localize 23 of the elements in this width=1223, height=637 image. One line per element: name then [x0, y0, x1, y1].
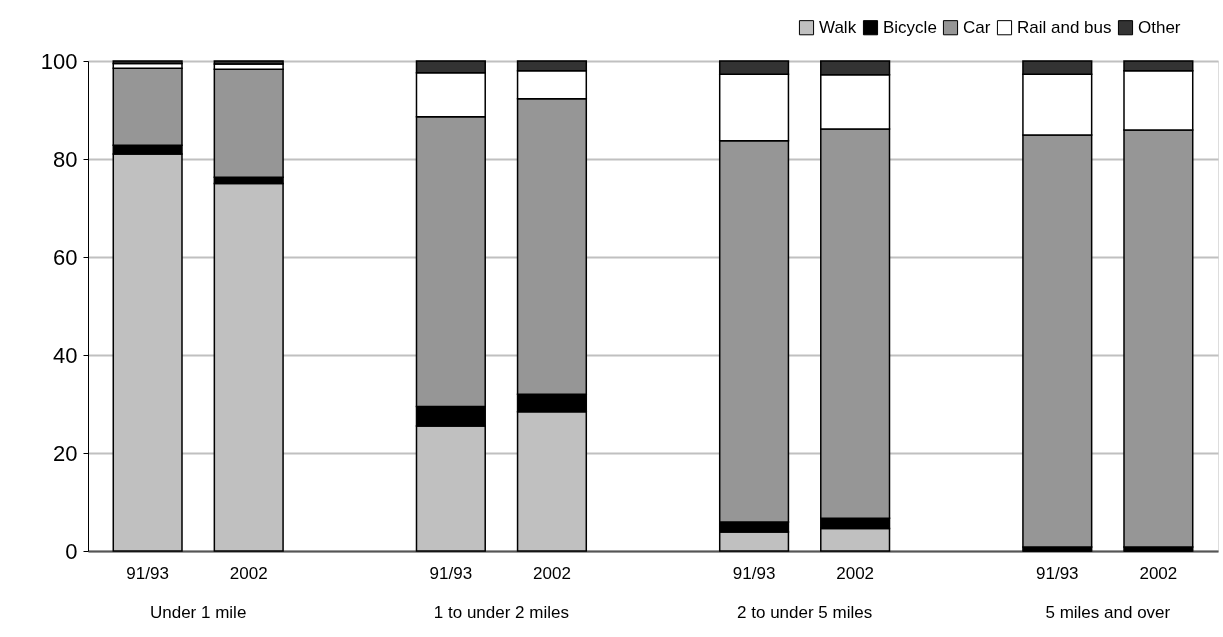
legend-label: Other	[1138, 17, 1181, 37]
text: Under 1 mile	[149, 603, 247, 622]
legend-label: Walk	[819, 17, 857, 37]
x-tick-label: 91/93	[732, 563, 776, 583]
text: 5 miles and over	[1045, 603, 1171, 622]
legend-label: Car	[963, 17, 991, 37]
x-tick-label: 2002	[229, 563, 268, 583]
text: 2 to under 5 miles	[737, 603, 873, 622]
legend-label: Rail and bus	[1017, 17, 1112, 37]
y-tick-label: 40	[53, 342, 78, 368]
y-tick-label: 60	[53, 244, 78, 270]
x-tick-label: 91/93	[1036, 563, 1079, 583]
y-tick-label: 20	[53, 440, 78, 466]
x-tick-label: 2002	[836, 563, 875, 583]
y-tick-label: 100	[40, 48, 78, 74]
x-tick-label: 91/93	[429, 563, 473, 583]
x-tick-label: 2002	[533, 563, 571, 583]
legend-label: Bicycle	[883, 17, 937, 37]
text: 1 to under 2 miles	[433, 603, 569, 622]
x-tick-label: 91/93	[126, 563, 169, 583]
y-tick-label: 80	[53, 146, 78, 172]
x-tick-label: 2002	[1139, 563, 1178, 583]
y-tick-label: 0	[65, 538, 78, 564]
